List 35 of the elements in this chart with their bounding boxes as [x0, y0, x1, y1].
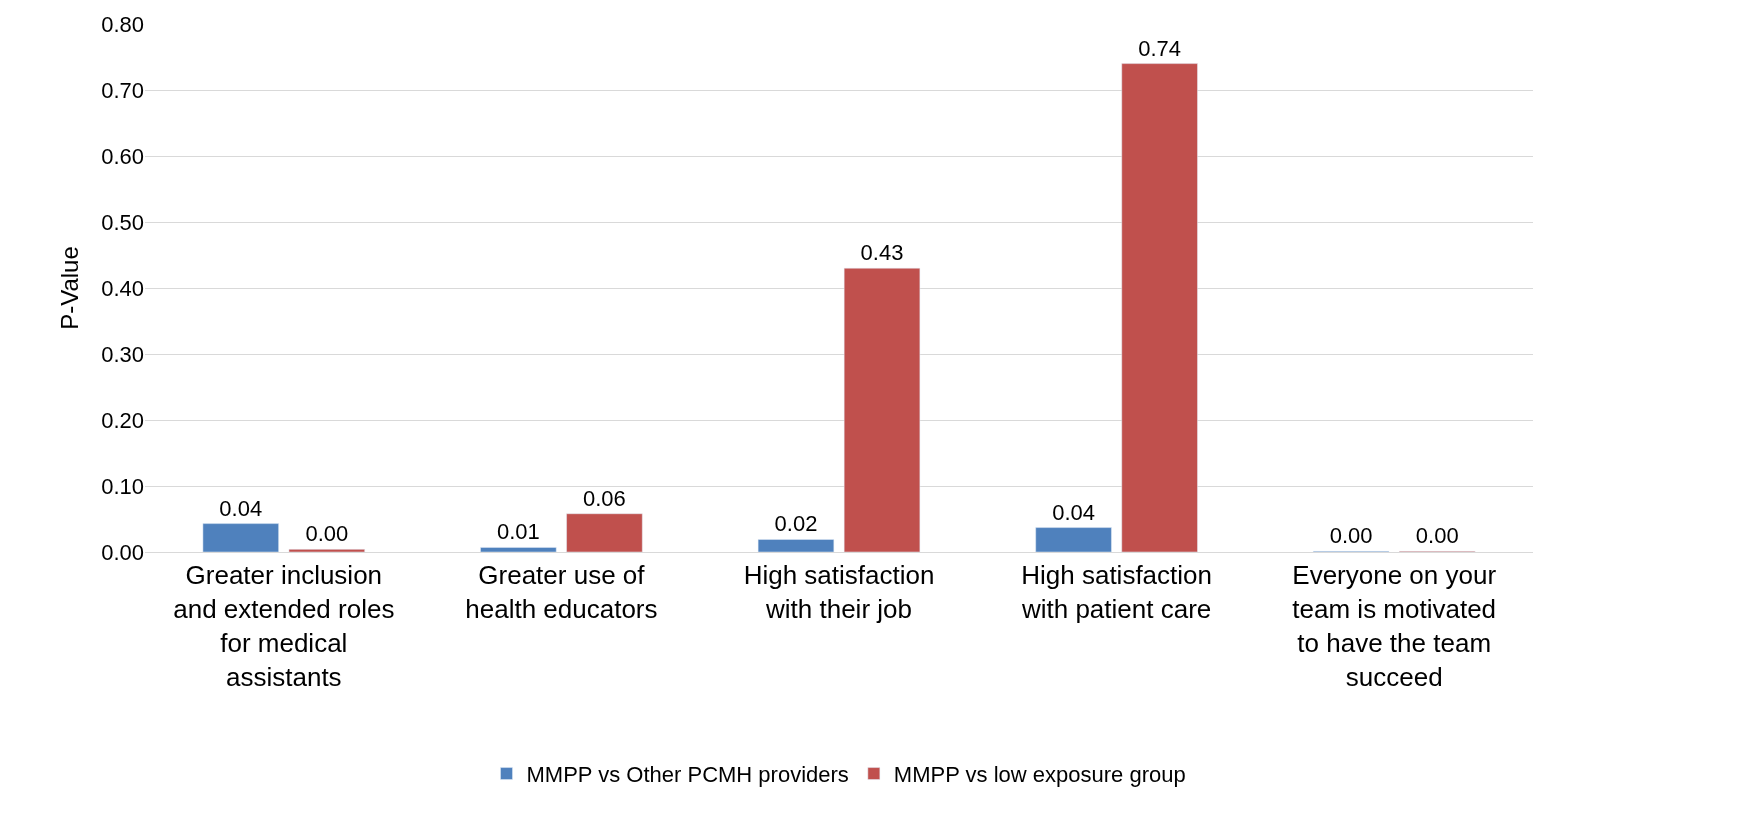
x-tick-label: High satisfaction with patient care: [1020, 560, 1212, 624]
y-tick-label: 0.80: [101, 11, 144, 37]
y-axis-title: P-Value: [56, 246, 84, 330]
y-tick-label: 0.10: [101, 473, 144, 499]
y-tick-label: 0.40: [101, 275, 144, 301]
x-tick-label: High satisfaction with their job: [743, 560, 935, 624]
data-label: 0.06: [583, 485, 626, 511]
bar: [480, 547, 557, 552]
y-tick-label: 0.70: [101, 77, 144, 103]
legend-label: MMPP vs low exposure group: [893, 762, 1186, 788]
bar: [202, 523, 279, 552]
x-tick-label: Greater inclusion and extended roles for medical assistants: [173, 560, 395, 692]
bar: [1035, 527, 1112, 552]
x-tick-label: Everyone on your team is motivated to have the team succeed: [1292, 560, 1497, 692]
legend-label: MMPP vs Other PCMH providers: [526, 762, 849, 788]
data-label: 0.00: [1329, 523, 1373, 549]
y-tick-label: 0.20: [101, 407, 144, 433]
data-label: 0.04: [219, 495, 263, 521]
y-tick-label: 0.00: [101, 539, 144, 565]
bar: [757, 539, 835, 552]
y-tick-label: 0.30: [101, 341, 144, 367]
data-label: 0.00: [1415, 523, 1459, 549]
bar: [288, 549, 365, 552]
bar: [1121, 63, 1198, 552]
bar: [566, 513, 643, 552]
data-label: 0.01: [496, 519, 540, 545]
data-label: 0.74: [1138, 35, 1182, 61]
data-label: 0.02: [774, 511, 818, 537]
data-label: 0.00: [305, 521, 349, 547]
x-tick-label: Greater use of health educators: [465, 560, 658, 624]
y-tick-label: 0.50: [101, 209, 144, 235]
bar: [843, 267, 921, 552]
y-tick-label: 0.60: [101, 143, 144, 169]
data-label: 0.43: [860, 240, 904, 266]
data-label: 0.04: [1052, 499, 1095, 525]
